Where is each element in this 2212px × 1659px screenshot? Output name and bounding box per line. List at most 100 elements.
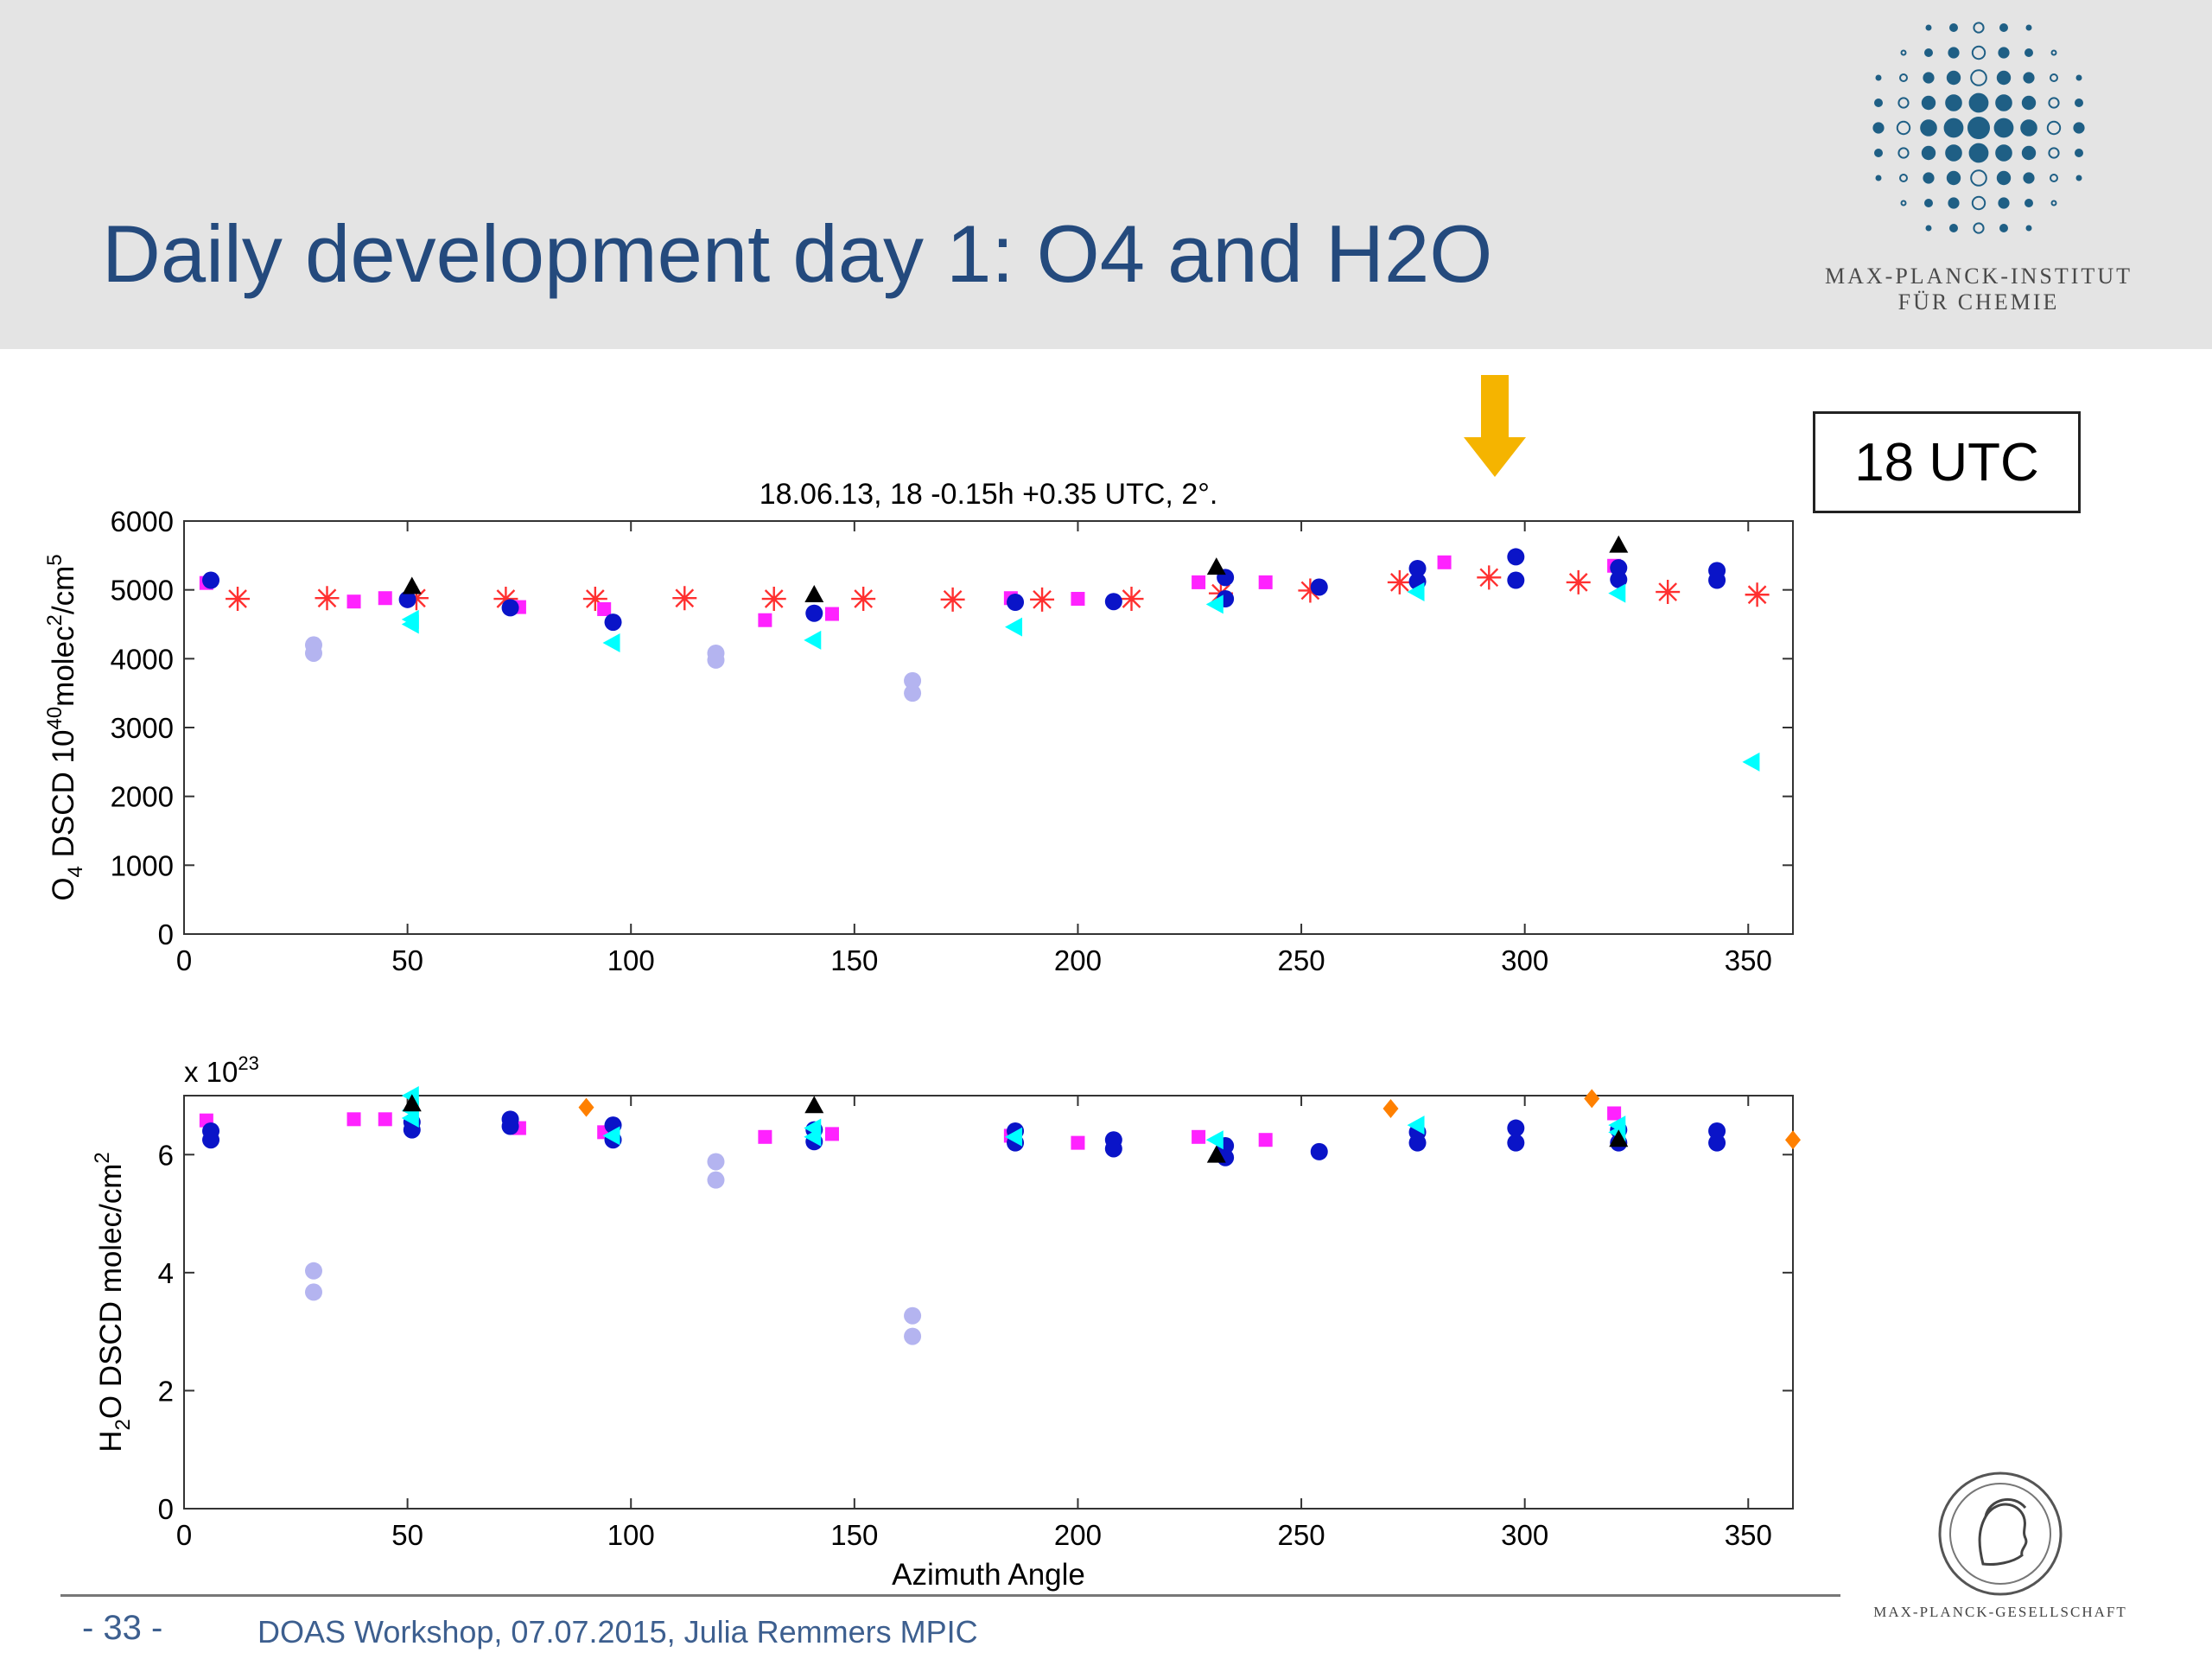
data-point — [1507, 1119, 1525, 1137]
data-point — [1584, 1089, 1600, 1109]
logo-dot — [1946, 70, 1961, 86]
logo-dot — [1967, 117, 1990, 139]
data-point — [805, 604, 823, 622]
data-point — [1609, 1129, 1629, 1147]
x-tick-label: 350 — [1725, 1519, 1772, 1551]
logo-dot — [2024, 199, 2033, 207]
x-axis-label: Azimuth Angle — [892, 1558, 1085, 1592]
logo-dot — [1995, 94, 2012, 111]
y-tick-label: 4 — [158, 1257, 174, 1289]
data-point — [202, 1131, 220, 1149]
logo-dot — [1874, 99, 1883, 107]
logo-dot — [1924, 48, 1933, 57]
data-point — [672, 586, 697, 611]
data-point — [597, 601, 612, 616]
data-point — [1258, 1133, 1273, 1147]
logo-dot — [1999, 23, 2008, 32]
x-tick-label: 100 — [607, 944, 655, 976]
x-tick-label: 0 — [176, 1519, 192, 1551]
logo-dot — [1973, 222, 1985, 234]
data-point — [1566, 569, 1591, 594]
x-tick-label: 0 — [176, 944, 192, 976]
data-point — [1408, 1134, 1427, 1152]
logo-dot — [1900, 49, 1907, 56]
chart-title: 18.06.13, 18 -0.15h +0.35 UTC, 2°. — [760, 478, 1218, 511]
x-tick-label: 50 — [391, 944, 423, 976]
y-exponent-label: x 1023 — [184, 1052, 259, 1088]
logo-dot — [2075, 149, 2083, 157]
data-point — [707, 651, 725, 669]
down-arrow-shape — [1464, 375, 1526, 477]
data-point — [1005, 1127, 1023, 1147]
logo-dot — [1899, 174, 1908, 182]
data-point — [493, 587, 518, 612]
logo-dot — [1948, 47, 1960, 59]
logo-dot — [1923, 172, 1935, 184]
logo-dot — [2024, 48, 2033, 57]
data-point — [501, 599, 519, 617]
logo-dot — [1971, 45, 1986, 60]
data-point — [940, 587, 965, 612]
data-point — [1005, 617, 1023, 637]
logo-dot — [2075, 175, 2082, 181]
logo-dot — [1949, 224, 1958, 232]
data-point — [304, 1262, 322, 1280]
logo-dot — [1921, 145, 1936, 161]
plot-area — [183, 1095, 1794, 1510]
data-point — [304, 644, 322, 662]
logo-dot — [1996, 170, 2012, 186]
data-point — [1387, 569, 1412, 594]
logo-dot — [2021, 145, 2037, 161]
data-point — [1708, 1134, 1726, 1152]
logo-dot — [1968, 92, 1989, 113]
data-point — [1310, 578, 1328, 596]
y-tick-label: 2000 — [111, 781, 174, 813]
slide-title: Daily development day 1: O4 and H2O — [102, 208, 1493, 299]
data-point — [707, 1153, 725, 1171]
logo-dot — [1970, 169, 1987, 187]
data-point — [402, 576, 422, 594]
data-point — [904, 1327, 922, 1345]
x-tick-label: 250 — [1278, 944, 1325, 976]
seal-profile — [1978, 1503, 2028, 1566]
logo-dot — [1896, 120, 1911, 136]
data-point — [804, 630, 822, 650]
data-point — [1507, 571, 1525, 589]
data-point — [1206, 1145, 1226, 1163]
data-point — [1192, 1129, 1206, 1144]
logo-dot — [1949, 23, 1958, 32]
data-point — [226, 587, 251, 612]
data-point — [1477, 565, 1502, 590]
data-point — [604, 613, 622, 632]
data-point — [602, 633, 620, 653]
logo-dot — [1948, 197, 1960, 209]
logo-dot — [1924, 199, 1933, 207]
data-point — [402, 1094, 422, 1112]
logo-dot — [2073, 122, 2085, 134]
y-tick-label: 2 — [158, 1375, 174, 1407]
data-point — [1104, 593, 1122, 611]
data-point — [824, 607, 839, 621]
data-point — [202, 571, 220, 589]
data-point — [401, 1108, 419, 1128]
logo-dot — [1899, 73, 1908, 82]
header-band — [0, 0, 2212, 349]
data-point — [1742, 752, 1760, 772]
data-point — [1708, 571, 1726, 589]
data-point — [1071, 1135, 1085, 1150]
institute-name-line2: FÜR CHEMIE — [1897, 289, 2060, 315]
data-point — [1382, 1099, 1399, 1119]
mpi-dot-logo-icon — [1872, 22, 2085, 234]
data-point — [398, 590, 416, 608]
data-point — [1030, 587, 1055, 612]
data-point — [1507, 548, 1525, 566]
data-point — [804, 585, 824, 603]
data-point — [1785, 1130, 1801, 1150]
data-point — [1608, 583, 1626, 603]
o4-chart: 0 50 100 150 200 250 300 350 0 1000 2000 3000 4000 50… — [43, 478, 1794, 976]
logo-dot — [2048, 147, 2060, 159]
x-tick-label: 150 — [830, 944, 878, 976]
data-point — [1258, 575, 1273, 589]
data-point — [404, 586, 429, 611]
